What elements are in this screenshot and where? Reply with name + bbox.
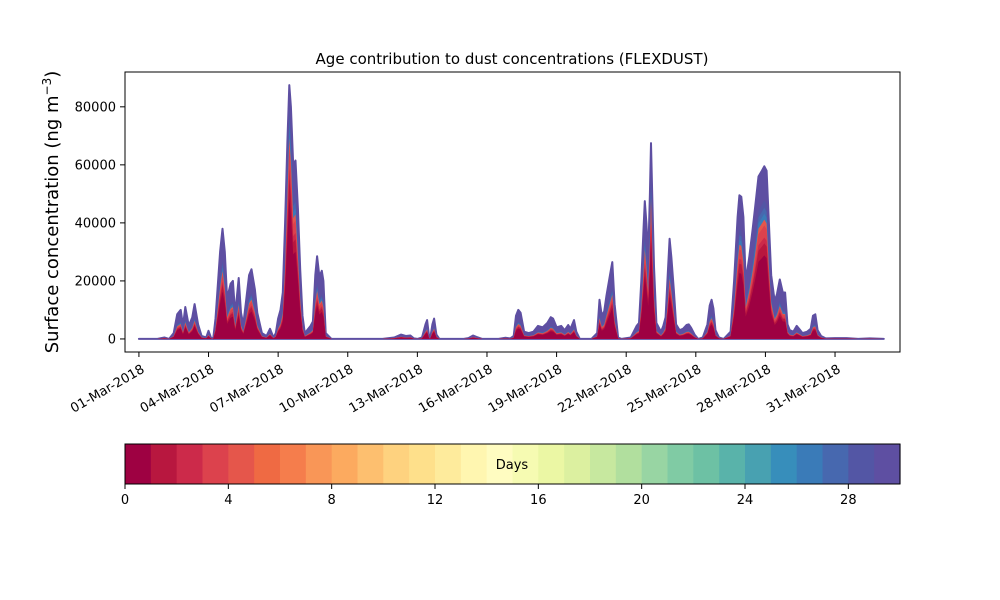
chart-title: Age contribution to dust concentrations … — [316, 50, 709, 68]
colorbar-swatch — [357, 444, 384, 484]
colorbar-swatch — [512, 444, 539, 484]
y-tick-label: 80000 — [75, 100, 116, 115]
age-layer-area — [138, 198, 884, 339]
colorbar-swatch — [590, 444, 617, 484]
x-tick-label: 07-Mar-2018 — [207, 362, 286, 416]
colorbar-tick-label: 4 — [224, 493, 232, 508]
colorbar-tick-label: 24 — [737, 493, 754, 508]
colorbar-frame — [124, 443, 901, 485]
colorbar-swatches — [125, 444, 901, 484]
y-axis: 0 20000 40000 60000 80000 — [75, 100, 125, 347]
colorbar-swatch — [719, 444, 746, 484]
colorbar-swatch — [641, 444, 669, 484]
y-axis-label-close: ) — [42, 71, 63, 78]
colorbar-swatch — [280, 444, 307, 484]
y-tick-label: 0 — [108, 332, 116, 347]
colorbar-swatch — [848, 444, 875, 484]
y-axis-label-exponent: −3 — [40, 78, 54, 96]
age-layers — [137, 84, 885, 340]
colorbar-swatch — [538, 444, 565, 484]
x-tick-label: 22-Mar-2018 — [555, 362, 634, 416]
colorbar-tick-label: 16 — [530, 493, 547, 508]
colorbar-swatch — [383, 444, 410, 484]
axes-frame — [124, 71, 901, 353]
colorbar-swatch — [150, 444, 178, 484]
x-tick-label: 04-Mar-2018 — [138, 362, 217, 416]
colorbar: Days 0 4 8 12 16 20 24 28 — [121, 443, 901, 508]
colorbar-swatch — [745, 444, 772, 484]
y-axis-label: Surface concentration (ng m−3) — [40, 71, 63, 354]
y-tick-label: 40000 — [75, 216, 116, 231]
colorbar-swatch — [486, 444, 514, 484]
colorbar-swatch — [874, 444, 901, 484]
colorbar-swatch — [176, 444, 204, 484]
colorbar-tick-label: 0 — [121, 493, 129, 508]
x-tick-label: 25-Mar-2018 — [625, 362, 704, 416]
x-tick-label: 16-Mar-2018 — [416, 362, 495, 416]
colorbar-swatch — [331, 444, 359, 484]
colorbar-swatch — [796, 444, 824, 484]
colorbar-swatch — [564, 444, 591, 484]
x-axis: 01-Mar-201804-Mar-201807-Mar-201810-Mar-… — [68, 352, 843, 416]
colorbar-swatch — [254, 444, 281, 484]
colorbar-tick-label: 28 — [840, 493, 857, 508]
colorbar-tick-label: 20 — [633, 493, 650, 508]
colorbar-swatch — [770, 444, 798, 484]
colorbar-swatch — [125, 444, 152, 484]
y-tick-label: 60000 — [75, 158, 116, 173]
colorbar-swatch — [305, 444, 333, 484]
colorbar-swatch — [409, 444, 436, 484]
colorbar-ticks: 0 4 8 12 16 20 24 28 — [121, 484, 857, 508]
x-tick-label: 01-Mar-2018 — [68, 362, 147, 416]
x-tick-label: 13-Mar-2018 — [347, 362, 426, 416]
plot-area — [137, 84, 885, 340]
y-tick-label: 20000 — [75, 274, 116, 289]
colorbar-swatch — [693, 444, 720, 484]
y-axis-label-main: Surface concentration (ng m — [42, 95, 63, 353]
x-tick-label: 28-Mar-2018 — [695, 362, 774, 416]
x-tick-label: 19-Mar-2018 — [486, 362, 565, 416]
colorbar-swatch — [202, 444, 229, 484]
colorbar-tick-label: 8 — [328, 493, 336, 508]
colorbar-swatch — [460, 444, 488, 484]
colorbar-swatch — [822, 444, 849, 484]
colorbar-label: Days — [496, 458, 529, 473]
x-tick-label: 31-Mar-2018 — [764, 362, 843, 416]
colorbar-swatch — [435, 444, 462, 484]
colorbar-swatch — [615, 444, 643, 484]
colorbar-tick-label: 12 — [427, 493, 444, 508]
colorbar-swatch — [667, 444, 694, 484]
colorbar-swatch — [228, 444, 255, 484]
x-tick-label: 10-Mar-2018 — [277, 362, 356, 416]
